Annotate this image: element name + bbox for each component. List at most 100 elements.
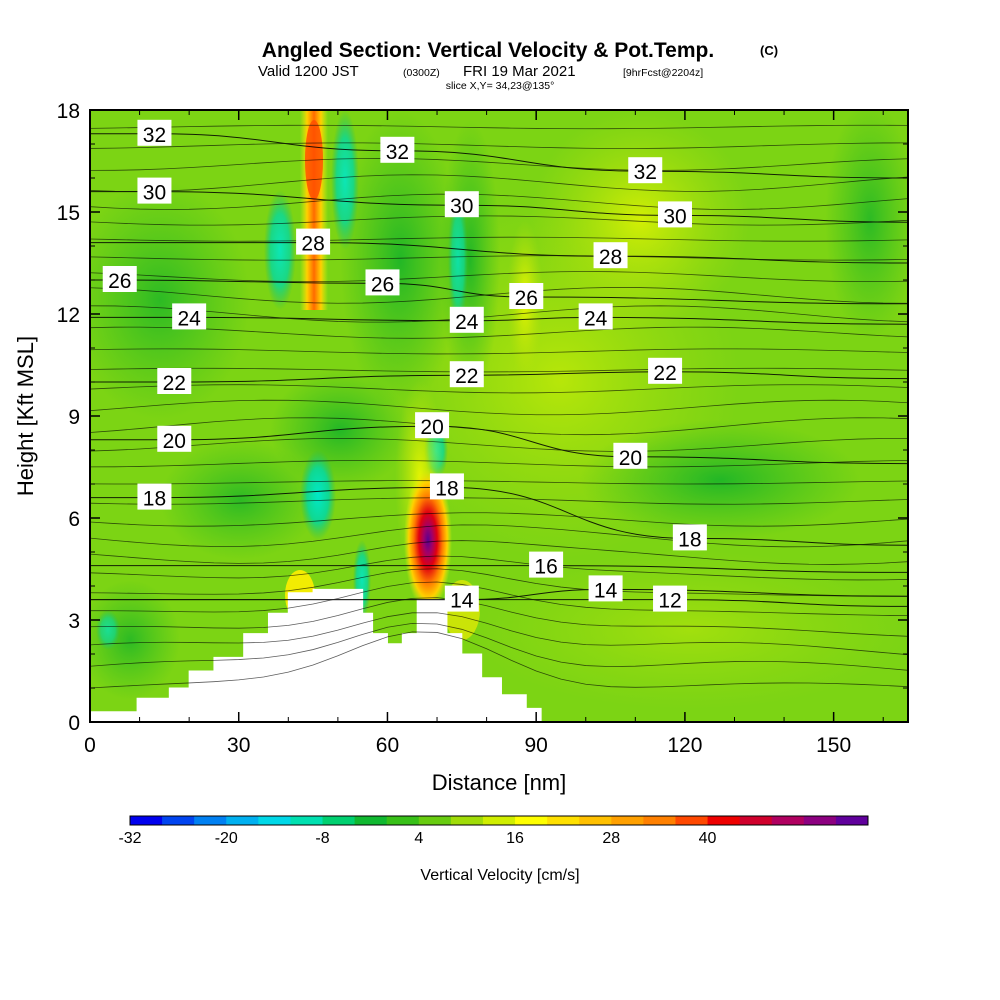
isentrope-minor <box>90 326 908 339</box>
contour-label-box <box>415 412 450 439</box>
contour-label: 30 <box>657 201 692 228</box>
contour-label-box <box>444 191 479 218</box>
colorbar-tick-label: 40 <box>699 830 717 847</box>
isentrope-minor <box>90 287 908 304</box>
contour-label: 18 <box>429 473 464 500</box>
y-tick-label: 9 <box>68 406 80 429</box>
contour-label-box <box>672 524 707 551</box>
isentrope-minor <box>90 142 908 149</box>
isentrope-minor <box>90 417 908 436</box>
isentrope-minor <box>90 512 908 527</box>
isentrope-minor <box>90 236 908 242</box>
colorbar-swatch <box>258 816 291 825</box>
isentrope-minor <box>90 174 908 192</box>
contour-label-box <box>449 306 484 333</box>
contour-label-text: 12 <box>658 590 681 613</box>
contour-label-text: 24 <box>177 307 201 330</box>
x-axis-label: Distance [nm] <box>432 770 567 795</box>
contour-label-box <box>653 585 688 612</box>
contour-label-box <box>449 361 484 388</box>
colorbar-tick-label: -32 <box>118 830 141 847</box>
contour-label-box <box>628 157 663 184</box>
contour-label-text: 30 <box>143 182 166 205</box>
contour-label-text: 22 <box>455 365 478 388</box>
colorbar-swatch <box>354 816 388 825</box>
contour-label: 28 <box>593 242 628 269</box>
contour-label: 22 <box>157 368 192 395</box>
colorbar-tick-label: 4 <box>414 830 423 847</box>
y-tick-label: 3 <box>68 610 80 633</box>
contour-label-text: 18 <box>435 477 458 500</box>
isentrope-14 <box>90 588 908 601</box>
isentrope-minor <box>90 555 908 581</box>
colorbar-swatch <box>194 816 227 825</box>
contour-label-box <box>588 575 623 602</box>
contour-label-text: 32 <box>143 124 166 147</box>
contour-label-box <box>509 283 544 309</box>
colorbar-swatch <box>515 816 548 825</box>
contour-label: 18 <box>137 483 172 511</box>
contour-label: 14 <box>444 585 479 613</box>
y-tick-label: 0 <box>68 712 80 735</box>
colorbar-swatch <box>418 816 452 825</box>
contour-label-box <box>157 368 192 394</box>
contour-label-text: 22 <box>163 372 186 395</box>
contour-label-text: 20 <box>420 416 443 439</box>
isentrope-minor <box>90 124 908 130</box>
isentrope-minor <box>90 367 908 373</box>
colorbar-swatch <box>579 816 612 825</box>
contour-label-text: 20 <box>619 447 642 470</box>
colorbar-swatch <box>739 816 773 825</box>
contour-label-box <box>365 269 400 296</box>
contour-label: 26 <box>365 269 400 296</box>
slice-info: slice X,Y= 34,23@135° <box>446 80 555 92</box>
contour-label-text: 14 <box>594 579 618 602</box>
contour-label-text: 32 <box>634 161 657 184</box>
isentrope-minor <box>90 215 908 226</box>
colorbar-swatch <box>771 816 805 825</box>
colorbar-swatch <box>803 816 837 825</box>
isentrope-minor <box>90 193 908 210</box>
valid-zulu: (0300Z) <box>403 67 440 79</box>
colorbar-swatch <box>386 816 420 825</box>
colorbar-swatch <box>675 816 709 825</box>
contour-label-box <box>613 442 648 469</box>
contour-label-box <box>380 136 415 163</box>
contour-label: 20 <box>415 412 450 439</box>
x-tick-label: 120 <box>667 734 702 757</box>
contour-label-box <box>137 483 172 510</box>
contour-label-text: 28 <box>599 246 622 269</box>
contour-label-box <box>578 303 613 330</box>
x-tick-label: 150 <box>816 734 851 757</box>
contour-label: 26 <box>509 283 544 310</box>
y-tick-label: 6 <box>68 508 80 531</box>
contour-label: 24 <box>578 303 613 330</box>
contour-label: 30 <box>137 177 172 205</box>
contour-label-box <box>296 228 331 255</box>
y-axis: 0 3 6 9 12 15 18 <box>57 100 908 735</box>
isentrope-minor <box>90 524 908 548</box>
contour-label-text: 14 <box>450 590 474 613</box>
y-tick-label: 12 <box>57 304 80 327</box>
colorbar-swatch <box>643 816 676 825</box>
colorbar-swatch <box>162 816 195 825</box>
contour-label: 30 <box>444 191 479 218</box>
colorbar-tick-label: 28 <box>602 830 620 847</box>
contour-label: 14 <box>588 575 623 602</box>
chart-title-block: Angled Section: Vertical Velocity & Pot.… <box>258 39 778 92</box>
terrain <box>90 588 542 722</box>
isentrope-minor <box>90 480 908 485</box>
forecast-info: [9hrFcst@2204z] <box>623 67 703 79</box>
colorbar-frame <box>129 815 869 826</box>
colorbar-swatch <box>322 816 356 825</box>
contour-label: 12 <box>653 585 688 613</box>
isentrope-minor <box>90 348 908 355</box>
contour-label-box <box>657 201 692 228</box>
contour-label: 32 <box>380 136 415 164</box>
contour-label: 32 <box>628 157 663 184</box>
y-axis-label: Height [Kft MSL] <box>13 336 38 496</box>
isentrope-minor <box>90 581 908 617</box>
isentrope-minor <box>90 459 908 468</box>
contour-label-text: 24 <box>584 307 608 330</box>
colorbar-tick-label: 16 <box>506 830 524 847</box>
